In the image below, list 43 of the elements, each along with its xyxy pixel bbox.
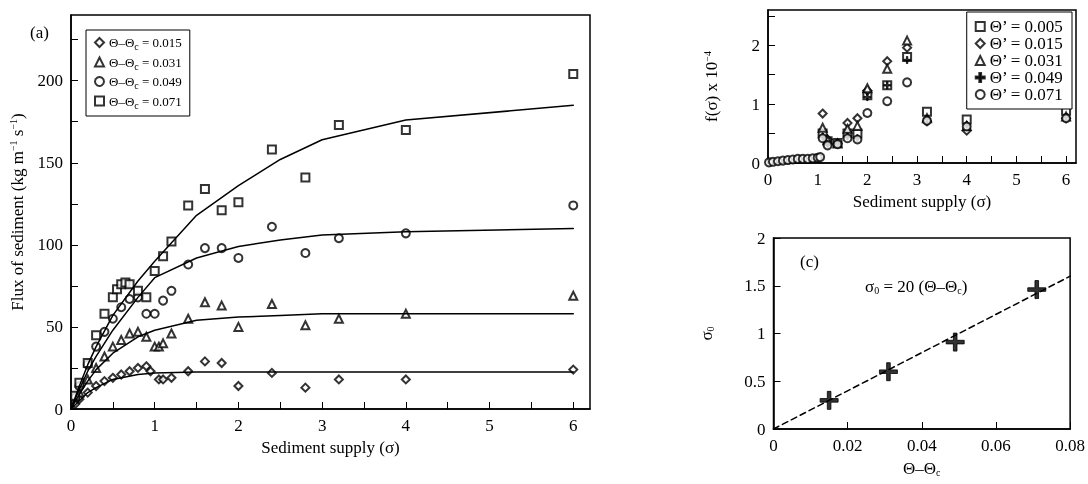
x-tick-label: 4 — [401, 416, 411, 435]
x-tick-label: 0.04 — [906, 436, 938, 455]
x-tick-label: 0.06 — [981, 436, 1011, 455]
x-tick-label: 6 — [1061, 170, 1071, 189]
y-tick-label: 0.5 — [744, 371, 766, 391]
y-tick-label: 100 — [37, 235, 63, 255]
y-axis-title: Flux of sediment (kg m−1 s−1) — [7, 113, 27, 311]
text: (a) — [30, 23, 49, 42]
legend-label: Θ’ = 0.015 — [989, 34, 1063, 53]
annotation: σ0 = 20 (Θ–Θc) — [865, 277, 968, 296]
x-tick-label: 2 — [234, 416, 243, 435]
x-tick-label: 0.02 — [832, 436, 863, 455]
x-tick-label: 0.08 — [1055, 436, 1085, 455]
y-tick-label: 200 — [37, 71, 63, 91]
annotation: (c) — [800, 252, 819, 271]
y-tick-label: 150 — [37, 153, 63, 173]
x-tick-label: 2 — [863, 170, 872, 189]
x-tick-label: 6 — [569, 416, 578, 435]
y-tick-label: 0 — [54, 399, 63, 419]
y-tick-label: 1 — [757, 324, 766, 343]
y-tick-label: 1.5 — [744, 276, 766, 296]
y-axis-title: f(σ) x 10−4 — [701, 51, 721, 122]
x-tick-label: 4 — [962, 170, 972, 189]
x-tick-label: 5 — [485, 416, 494, 435]
x-tick-label: 3 — [912, 170, 922, 189]
x-tick-label: 0 — [66, 416, 76, 435]
x-tick-label: 3 — [317, 416, 327, 435]
x-tick-label: 5 — [1012, 170, 1021, 189]
legend-label: Θ’ = 0.071 — [989, 85, 1063, 104]
y-tick-label: 50 — [46, 317, 63, 337]
x-tick-label: 1 — [813, 170, 822, 189]
x-tick-label: 1 — [150, 416, 159, 435]
x-axis-title: Sediment supply (σ) — [261, 438, 400, 457]
y-tick-label: 0 — [751, 153, 760, 173]
legend-label: Θ’ = 0.031 — [989, 51, 1063, 70]
x-axis-title: Sediment supply (σ) — [852, 192, 992, 211]
y-tick-label: 1 — [751, 94, 760, 114]
x-axis-title: Θ–Θc — [903, 458, 942, 478]
x-tick-label: 0 — [769, 436, 778, 455]
y-tick-label: 2 — [751, 35, 760, 55]
y-tick-label: 2 — [757, 228, 766, 248]
legend-label: Θ’ = 0.005 — [989, 17, 1063, 36]
legend-label: Θ’ = 0.049 — [989, 68, 1063, 87]
